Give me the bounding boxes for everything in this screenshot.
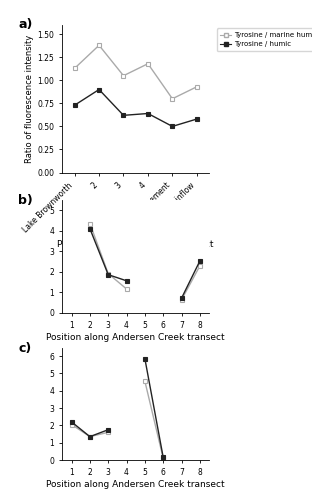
Text: b): b)	[18, 194, 33, 207]
Text: c): c)	[18, 342, 32, 355]
Text: a): a)	[18, 18, 33, 30]
Y-axis label: Ratio of fluorescence intensity: Ratio of fluorescence intensity	[25, 34, 34, 163]
X-axis label: Position along Andersen Creek transect: Position along Andersen Creek transect	[46, 332, 225, 342]
Legend: Tyrosine / marine humic, Tyrosine / humic: Tyrosine / marine humic, Tyrosine / humi…	[217, 28, 312, 51]
X-axis label: Position along Andersen Creek transect: Position along Andersen Creek transect	[46, 480, 225, 489]
X-axis label: Position along Onyx River transect: Position along Onyx River transect	[57, 240, 214, 249]
